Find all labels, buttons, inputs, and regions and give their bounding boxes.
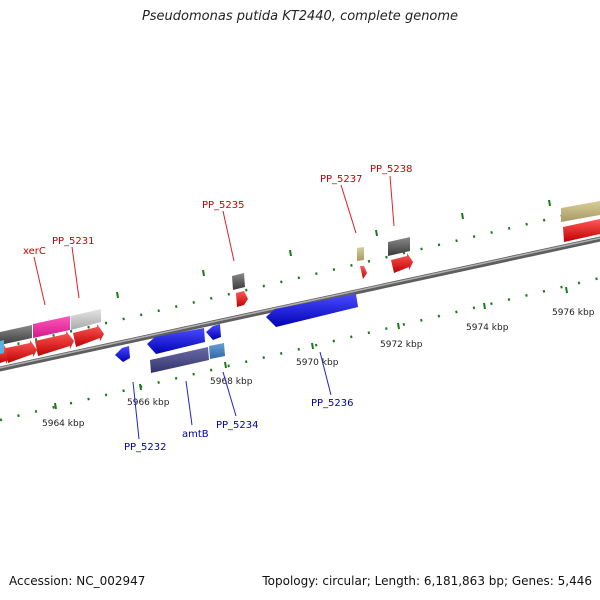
gene-label-PP_5232[interactable]: PP_5232: [124, 442, 167, 453]
scale-label: 5976 kbp: [552, 308, 595, 318]
major-tick: [224, 361, 227, 369]
gene-label-PP_5234[interactable]: PP_5234: [216, 420, 259, 431]
gene-feature[interactable]: [209, 343, 225, 359]
gene-feature[interactable]: [357, 247, 364, 261]
scale-labels: 5964 kbp 5966 kbp 5968 kbp 5970 kbp 5972…: [42, 308, 595, 429]
leader-line: [185, 380, 193, 426]
map-title: Pseudomonas putida KT2440, complete geno…: [141, 9, 459, 24]
gene-feature[interactable]: [0, 340, 4, 354]
major-tick: [565, 286, 568, 294]
forward-strand-outer-row: [0, 201, 600, 345]
leader-line: [71, 246, 80, 299]
gene-feature[interactable]: [0, 325, 32, 345]
major-tick: [483, 302, 486, 310]
gene-feature[interactable]: [6, 340, 37, 363]
leader-line: [340, 184, 357, 234]
leader-line: [222, 210, 235, 262]
scale-label: 5968 kbp: [210, 377, 253, 387]
major-ticks: [54, 199, 568, 410]
gene-feature[interactable]: [561, 201, 600, 222]
accession-text: Accession: NC_002947: [9, 574, 146, 588]
major-tick: [397, 322, 400, 330]
gene-label-xerC[interactable]: xerC: [23, 246, 46, 257]
leader-line: [319, 351, 332, 396]
major-tick: [139, 383, 142, 391]
reverse-leader-lines: [132, 351, 332, 440]
reverse-gene-labels: PP_5232 amtB PP_5234 PP_5236: [124, 398, 354, 453]
gene-feature[interactable]: [391, 253, 413, 273]
scale-label: 5972 kbp: [380, 340, 423, 350]
forward-gene-labels: xerC PP_5231 PP_5235 PP_5237 PP_5238: [23, 164, 413, 257]
gene-label-amtB[interactable]: amtB: [182, 429, 209, 440]
leader-line: [33, 256, 46, 306]
gene-feature[interactable]: [150, 347, 209, 373]
gene-feature[interactable]: [206, 324, 221, 340]
gene-feature[interactable]: [388, 237, 410, 256]
major-tick: [202, 269, 205, 277]
major-tick: [116, 291, 119, 299]
gene-feature[interactable]: [563, 219, 600, 242]
genome-backbone: [0, 236, 600, 372]
gene-feature[interactable]: [115, 346, 130, 362]
genome-summary-text: Topology: circular; Length: 6,181,863 bp…: [262, 574, 592, 588]
gene-feature[interactable]: [360, 266, 367, 279]
major-tick: [461, 212, 464, 220]
major-tick: [375, 229, 378, 237]
major-tick: [548, 199, 551, 207]
gene-label-PP_5236[interactable]: PP_5236: [311, 398, 354, 409]
gene-feature[interactable]: [33, 316, 70, 338]
gene-feature[interactable]: [71, 309, 101, 330]
reverse-strand-inner-row: [0, 294, 358, 362]
gene-feature[interactable]: [232, 273, 245, 290]
gene-feature[interactable]: [73, 324, 104, 347]
leader-line: [132, 381, 140, 440]
major-tick: [311, 342, 314, 350]
gene-feature[interactable]: [236, 291, 248, 307]
leader-line: [222, 371, 237, 417]
reverse-strand-outer-row: [150, 343, 225, 373]
gene-label-PP_5238[interactable]: PP_5238: [370, 164, 413, 175]
scale-label: 5966 kbp: [127, 398, 170, 408]
gene-feature[interactable]: [266, 294, 358, 327]
forward-strand-inner-row: [0, 219, 600, 364]
scale-label: 5964 kbp: [42, 419, 85, 429]
scale-label: 5974 kbp: [466, 323, 509, 333]
gene-label-PP_5237[interactable]: PP_5237: [320, 174, 363, 185]
gene-label-PP_5231[interactable]: PP_5231: [52, 236, 95, 247]
gene-feature[interactable]: [147, 328, 205, 354]
scale-track-outer: [0, 205, 600, 350]
scale-label: 5970 kbp: [296, 358, 339, 368]
gene-label-PP_5235[interactable]: PP_5235: [202, 200, 245, 211]
forward-leader-lines: [33, 175, 395, 306]
gene-feature[interactable]: [35, 331, 74, 356]
major-tick: [54, 402, 57, 410]
leader-line: [389, 175, 395, 227]
major-tick: [289, 249, 292, 257]
